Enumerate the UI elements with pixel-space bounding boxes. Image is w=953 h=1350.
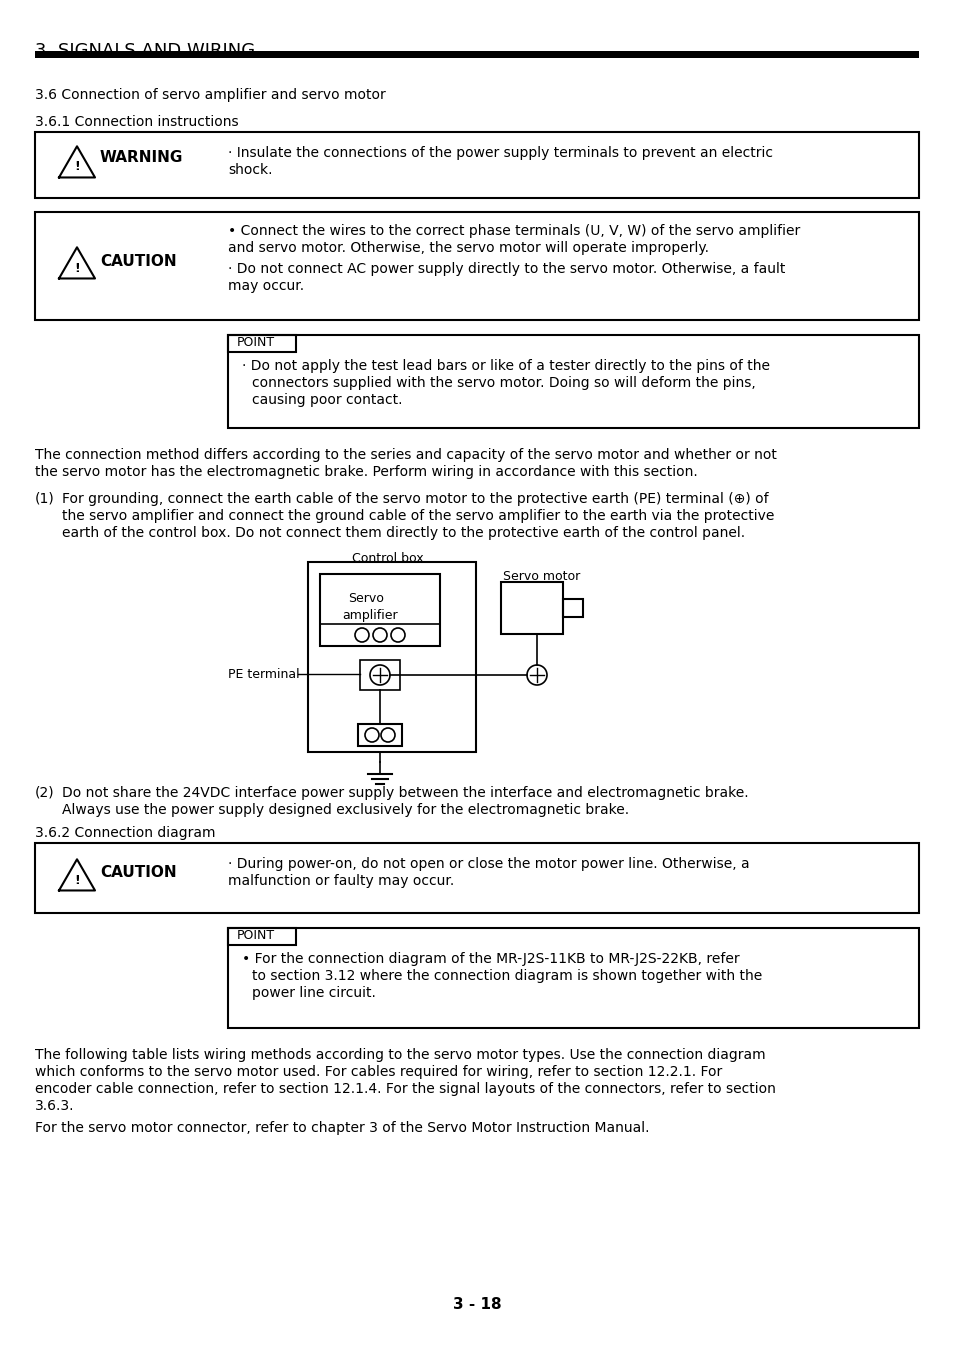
- Bar: [35, 212, 918, 320]
- Text: · Do not apply the test lead bars or like of a tester directly to the pins of th: · Do not apply the test lead bars or lik…: [242, 359, 769, 373]
- Text: WARNING: WARNING: [100, 150, 183, 165]
- Text: CAUTION: CAUTION: [100, 254, 176, 269]
- Text: connectors supplied with the servo motor. Doing so will deform the pins,: connectors supplied with the servo motor…: [252, 377, 755, 390]
- Bar: [319, 574, 439, 647]
- Text: malfunction or faulty may occur.: malfunction or faulty may occur.: [228, 873, 454, 888]
- Text: 3 - 18: 3 - 18: [453, 1297, 500, 1312]
- Text: the servo amplifier and connect the ground cable of the servo amplifier to the e: the servo amplifier and connect the grou…: [62, 509, 774, 522]
- Bar: [228, 927, 295, 945]
- Text: !: !: [74, 873, 80, 887]
- Text: • Connect the wires to the correct phase terminals (U, V, W) of the servo amplif: • Connect the wires to the correct phase…: [228, 224, 800, 238]
- Text: (1): (1): [35, 491, 54, 506]
- Bar: [500, 582, 562, 634]
- Text: · During power-on, do not open or close the motor power line. Otherwise, a: · During power-on, do not open or close …: [228, 857, 749, 871]
- Text: POINT: POINT: [236, 929, 274, 942]
- Text: !: !: [74, 161, 80, 174]
- Text: Control box: Control box: [352, 552, 423, 566]
- Bar: [562, 599, 582, 617]
- Text: and servo motor. Otherwise, the servo motor will operate improperly.: and servo motor. Otherwise, the servo mo…: [228, 242, 708, 255]
- Text: amplifier: amplifier: [341, 609, 397, 622]
- Text: earth of the control box. Do not connect them directly to the protective earth o: earth of the control box. Do not connect…: [62, 526, 744, 540]
- Text: 3.6 Connection of servo amplifier and servo motor: 3.6 Connection of servo amplifier and se…: [35, 88, 385, 103]
- Text: 3.6.1 Connection instructions: 3.6.1 Connection instructions: [35, 115, 238, 130]
- Text: Always use the power supply designed exclusively for the electromagnetic brake.: Always use the power supply designed exc…: [62, 803, 628, 817]
- Text: For the servo motor connector, refer to chapter 3 of the Servo Motor Instruction: For the servo motor connector, refer to …: [35, 1120, 649, 1135]
- Bar: [228, 335, 918, 428]
- Text: The connection method differs according to the series and capacity of the servo : The connection method differs according …: [35, 448, 776, 462]
- Text: Do not share the 24VDC interface power supply between the interface and electrom: Do not share the 24VDC interface power s…: [62, 786, 748, 801]
- Text: POINT: POINT: [236, 336, 274, 350]
- Bar: [228, 335, 295, 352]
- Text: shock.: shock.: [228, 163, 273, 177]
- Text: · Do not connect AC power supply directly to the servo motor. Otherwise, a fault: · Do not connect AC power supply directl…: [228, 262, 784, 275]
- Text: Servo motor: Servo motor: [502, 570, 579, 583]
- Text: · Insulate the connections of the power supply terminals to prevent an electric: · Insulate the connections of the power …: [228, 146, 772, 161]
- Bar: [35, 842, 918, 913]
- Text: (2): (2): [35, 786, 54, 801]
- Text: PE terminal: PE terminal: [228, 668, 299, 680]
- Text: Servo: Servo: [348, 593, 383, 605]
- Text: !: !: [74, 262, 80, 274]
- Bar: [228, 927, 918, 1027]
- Text: to section 3.12 where the connection diagram is shown together with the: to section 3.12 where the connection dia…: [252, 969, 761, 983]
- Text: 3.6.3.: 3.6.3.: [35, 1099, 74, 1112]
- Text: encoder cable connection, refer to section 12.1.4. For the signal layouts of the: encoder cable connection, refer to secti…: [35, 1081, 775, 1096]
- Text: power line circuit.: power line circuit.: [252, 986, 375, 1000]
- Text: the servo motor has the electromagnetic brake. Perform wiring in accordance with: the servo motor has the electromagnetic …: [35, 464, 697, 479]
- Text: The following table lists wiring methods according to the servo motor types. Use: The following table lists wiring methods…: [35, 1048, 765, 1062]
- Text: • For the connection diagram of the MR-J2S-11KB to MR-J2S-22KB, refer: • For the connection diagram of the MR-J…: [242, 952, 739, 967]
- Bar: [357, 724, 401, 747]
- Text: may occur.: may occur.: [228, 279, 304, 293]
- Bar: [359, 660, 399, 690]
- Text: causing poor contact.: causing poor contact.: [252, 393, 402, 406]
- Text: CAUTION: CAUTION: [100, 865, 176, 880]
- Text: 3.6.2 Connection diagram: 3.6.2 Connection diagram: [35, 826, 215, 840]
- Bar: [35, 51, 918, 58]
- Bar: [35, 132, 918, 198]
- Text: For grounding, connect the earth cable of the servo motor to the protective eart: For grounding, connect the earth cable o…: [62, 491, 768, 506]
- Text: which conforms to the servo motor used. For cables required for wiring, refer to: which conforms to the servo motor used. …: [35, 1065, 721, 1079]
- Bar: [308, 562, 476, 752]
- Text: 3. SIGNALS AND WIRING: 3. SIGNALS AND WIRING: [35, 42, 254, 59]
